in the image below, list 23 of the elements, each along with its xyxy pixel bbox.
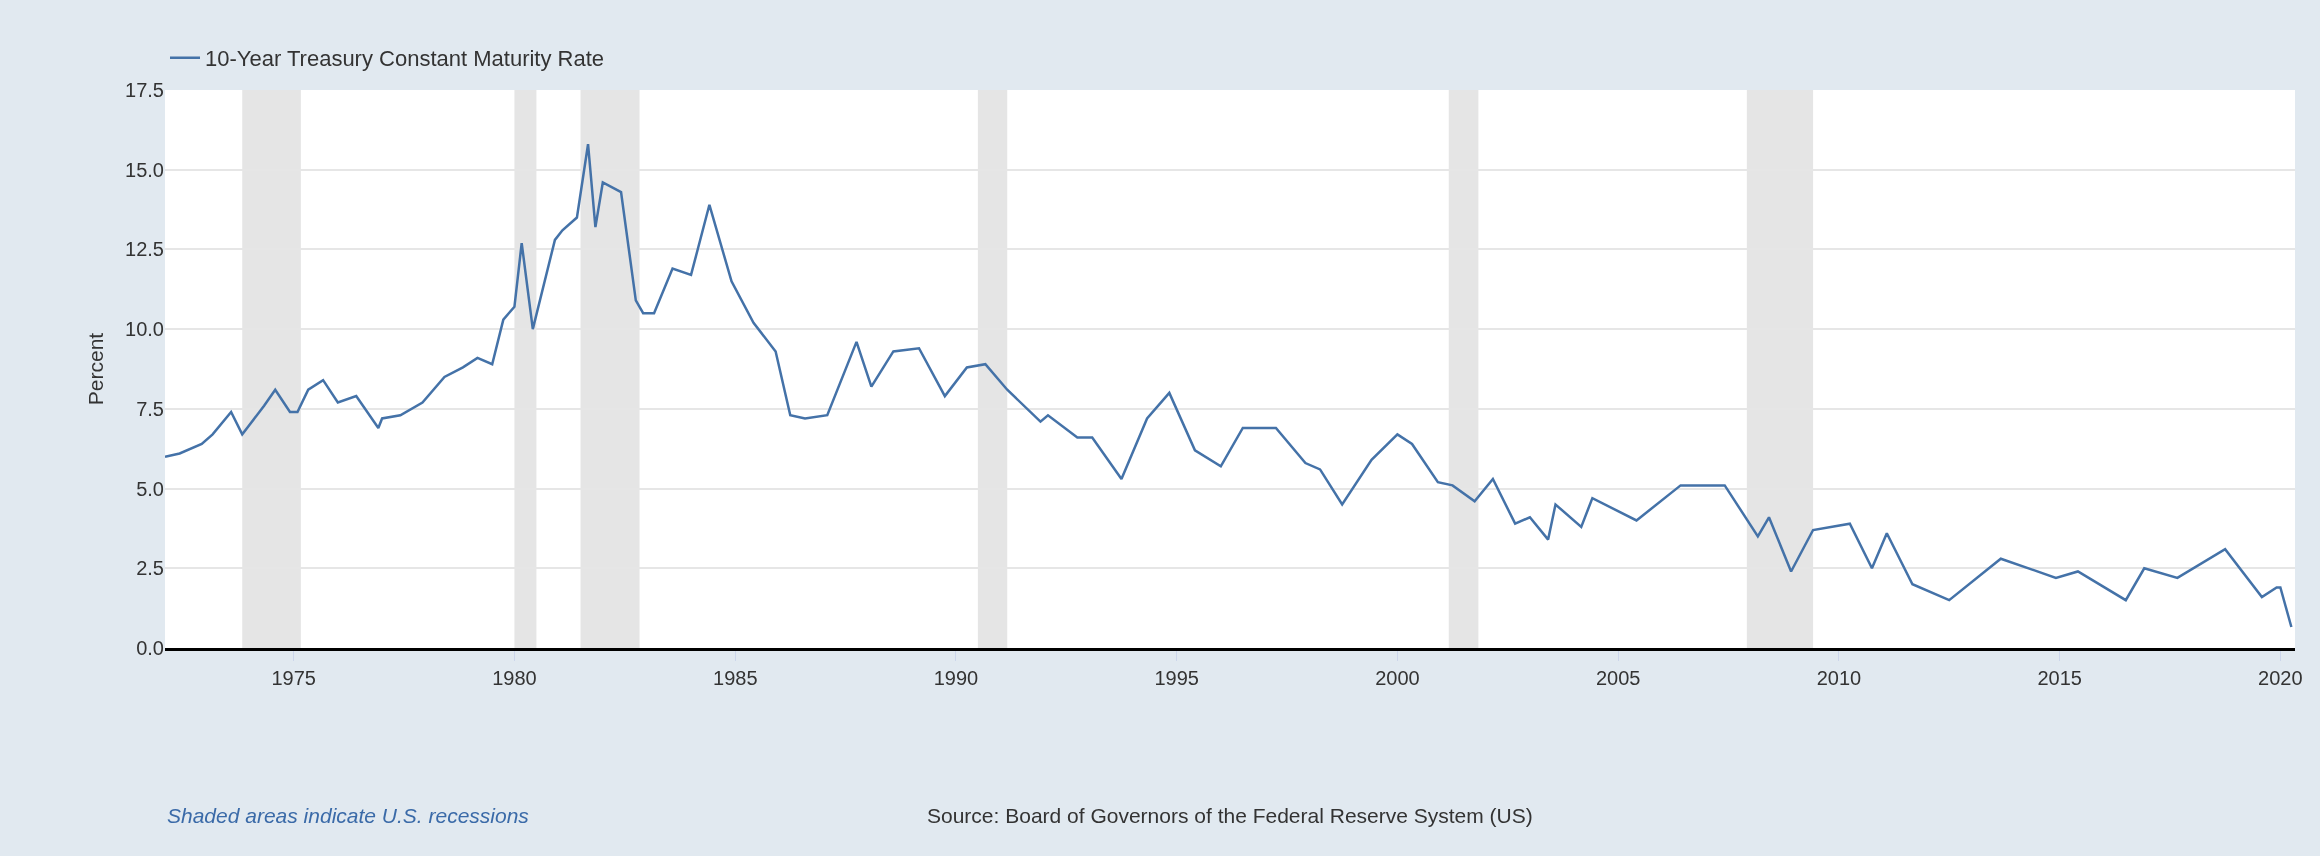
x-tick-label: 2010 — [1816, 667, 1862, 689]
x-tick-label: 2015 — [2037, 667, 2082, 689]
y-tick-label: 12.5 — [125, 238, 164, 261]
x-tick-label: 1975 — [271, 667, 316, 689]
x-tick-label: 2005 — [1595, 667, 1641, 689]
y-tick-label: 15.0 — [125, 158, 164, 181]
y-axis-title: Percent — [84, 332, 108, 406]
line-series — [165, 142, 2293, 629]
text: Shaded areas indicate U.S. recessions — [167, 804, 530, 827]
x-tick-label: 1995 — [1154, 667, 1199, 689]
source-note: Source: Board of Governors of the Federal Reserve System (US) — [927, 804, 1533, 827]
x-tick-label: 2000 — [1375, 667, 1420, 689]
legend-label: 10-Year Treasury Constant Maturity Rate — [205, 46, 605, 72]
y-tick-label: 2.5 — [136, 557, 164, 580]
x-tick-label: 1980 — [492, 667, 537, 689]
x-tick-label: 1990 — [933, 667, 979, 689]
y-tick-label: 5.0 — [136, 477, 164, 500]
y-tick-label: 0.0 — [136, 637, 164, 659]
y-tick-label: 10.0 — [125, 318, 164, 341]
y-tick-label: 7.5 — [136, 397, 164, 420]
x-tick-label: 2020 — [2258, 667, 2303, 689]
y-tick-label: 17.5 — [125, 79, 164, 101]
x-tick-label: 1985 — [713, 667, 758, 689]
